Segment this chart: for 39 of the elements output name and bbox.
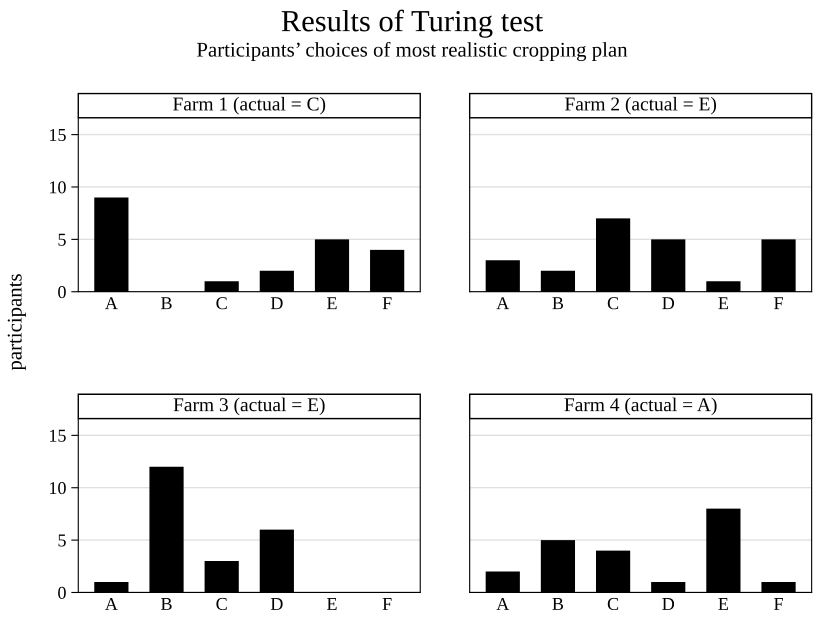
x-tick-label: B <box>161 297 172 310</box>
text: Results of Turing test <box>282 10 543 38</box>
text: Participants’ choices of most realistic cropping plan <box>196 42 628 62</box>
chart-title: Farm 4 (actual = A) <box>564 398 717 416</box>
y-tick-label: 0 <box>58 586 66 599</box>
x-tick-label: C <box>216 598 227 610</box>
x-tick-label: A <box>105 297 118 310</box>
y-tick-label: 5 <box>58 534 66 547</box>
y-tick-label: 0 <box>58 286 66 298</box>
chart-title: Farm 2 (actual = E) <box>565 96 716 114</box>
x-tick-label: C <box>608 598 618 610</box>
chart-title: Farm 3 (actual = E) <box>174 398 325 416</box>
x-tick-label: D <box>270 297 283 310</box>
y-tick-label: 10 <box>50 482 66 494</box>
x-tick-label: F <box>382 297 392 310</box>
x-tick-label: A <box>496 297 510 310</box>
x-tick-label: B <box>161 598 172 610</box>
y-tick-label: 15 <box>50 430 66 442</box>
x-tick-label: D <box>662 598 674 610</box>
x-tick-label: F <box>774 297 783 310</box>
x-tick-label: F <box>382 598 392 610</box>
y-tick-label: 15 <box>50 128 66 142</box>
x-tick-label: A <box>496 598 510 610</box>
x-tick-label: E <box>326 598 337 610</box>
chart-title: Farm 1 (actual = C) <box>173 96 326 114</box>
x-tick-label: B <box>552 297 564 310</box>
text: participants <box>8 274 26 370</box>
y-tick-label: 10 <box>50 181 66 194</box>
x-tick-label: D <box>662 297 674 310</box>
x-tick-label: A <box>105 598 118 610</box>
x-tick-label: C <box>608 297 618 310</box>
x-tick-label: C <box>216 297 227 310</box>
x-tick-label: B <box>552 598 564 610</box>
x-tick-label: E <box>718 598 728 610</box>
y-tick-label: 5 <box>58 234 66 246</box>
x-tick-label: E <box>718 297 728 310</box>
x-tick-label: F <box>774 598 783 610</box>
x-tick-label: D <box>270 598 283 610</box>
x-tick-label: E <box>326 297 337 310</box>
